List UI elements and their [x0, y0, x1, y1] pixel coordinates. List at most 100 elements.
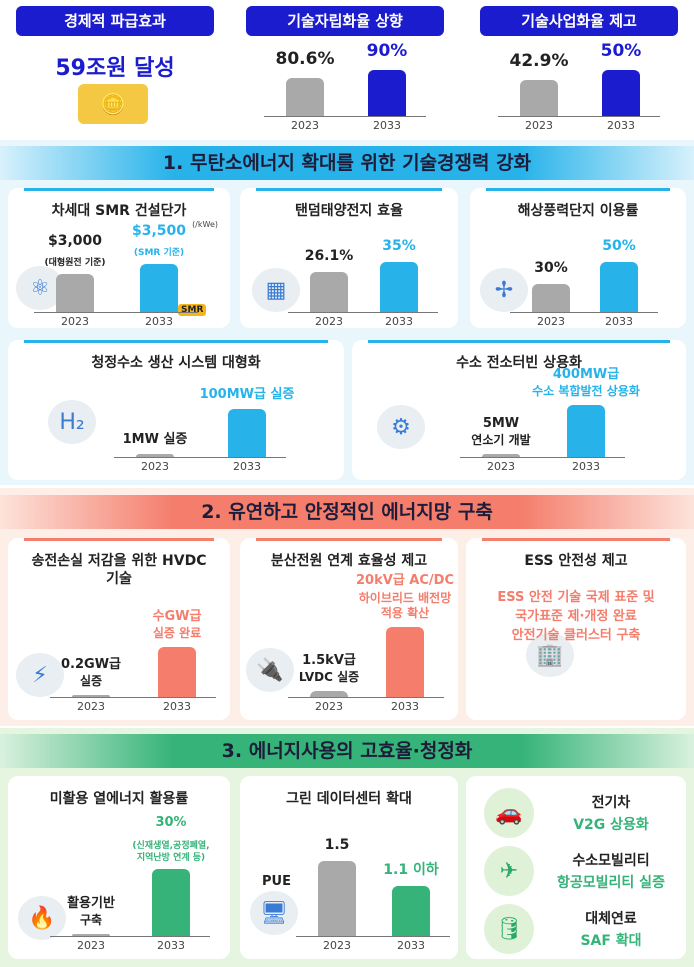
bar-value-label: 400MW급: [552, 367, 620, 382]
bar-2023: [72, 934, 110, 936]
baseline: [296, 936, 450, 937]
year-label: 2023: [291, 119, 319, 132]
year-label: 2023: [141, 460, 169, 473]
bar-value-label: 지역난방 연계 등): [136, 853, 206, 863]
bar-value-label: (SMR 기준): [133, 248, 185, 258]
bar-value-label: 1.5kV급: [302, 653, 356, 668]
card-title: 미활용 열에너지 활용률: [49, 791, 189, 807]
bar-2023: [310, 272, 348, 312]
info-card: 분산전원 연계 효율성 제고 🔌 2023 1.5kV급 LVDC 실증 2033 20kV…: [240, 538, 458, 720]
card-accent-line: [368, 340, 670, 343]
wind-turbine-icon: ✢: [480, 268, 528, 312]
bar-2033: [368, 70, 406, 116]
year-label: 2023: [323, 939, 351, 952]
section1-title: 1. 무탄소에너지 확대를 위한 기술경쟁력 강화: [0, 146, 694, 180]
card-title: 차세대 SMR 건설단가: [51, 203, 187, 219]
info-card: 기술사업화율 제고 2023 42.9% 2033 50%: [472, 4, 686, 134]
solar-panel-icon: ▦: [252, 268, 300, 312]
bar-value-label: 실증: [79, 674, 103, 688]
bar-2033: [392, 886, 430, 936]
bar-2033: [386, 627, 424, 697]
bar-value-label: 26.1%: [304, 248, 354, 264]
baseline: [34, 312, 198, 313]
smr-badge: SMR: [178, 304, 207, 316]
air-mobility-icon: ✈: [484, 846, 534, 896]
info-card: 기술자립화율 상향 2023 80.6% 2033 90%: [238, 4, 452, 134]
hydrogen-tank-icon: H₂: [48, 400, 96, 444]
year-label: 2023: [77, 700, 105, 713]
bar-2023: [56, 274, 94, 312]
card-accent-line: [24, 188, 214, 191]
mobility-desc: SAF 확대: [580, 933, 642, 949]
year-label: 2023: [61, 315, 89, 328]
info-card: 수소 전소터빈 상용화 ⚙ 2023 5MW 연소기 개발 2033 400MW급 수소 복합…: [352, 340, 686, 480]
bar-value-label: 35%: [382, 238, 416, 254]
card-title: 해상풍력단지 이용률: [517, 203, 639, 219]
baseline: [50, 697, 216, 698]
mobility-desc: V2G 상용화: [573, 817, 649, 833]
bar-value-label: 하이브리드 배전망: [358, 591, 452, 605]
bar-value-label: 구축: [79, 913, 103, 927]
baseline: [288, 697, 444, 698]
year-label: 2033: [157, 939, 185, 952]
bar-2023: [532, 284, 570, 312]
year-label: 2023: [315, 315, 343, 328]
card-accent-line: [482, 538, 670, 541]
ess-building-icon: 🏢: [526, 633, 574, 677]
info-card: 차세대 SMR 건설단가 (/kWe) ⚛ SMR 2023 $3,000 (대형원전 기준…: [8, 188, 230, 328]
year-label: 2033: [145, 315, 173, 328]
bar-2033: [600, 262, 638, 312]
axis-label: PUE: [262, 874, 291, 889]
bar-2023: [318, 861, 356, 936]
ess-text-line: 국가표준 제·개정 완료: [515, 609, 637, 624]
baseline: [498, 116, 660, 117]
card-title: 탠덤태양전지 효율: [295, 203, 403, 219]
baseline: [50, 936, 210, 937]
card-title: ESS 안전성 제고: [524, 553, 628, 569]
bar-2033: [567, 405, 605, 457]
year-label: 2033: [391, 700, 419, 713]
lightning-icon: ⚡: [16, 653, 64, 697]
fuel-barrel-icon: 🛢: [484, 904, 534, 954]
bar-2023: [72, 695, 110, 697]
year-label: 2023: [537, 315, 565, 328]
mobility-title: 전기차: [591, 795, 631, 811]
gold-coins-icon: 🪙: [78, 84, 148, 124]
mobility-desc: 항공모빌리티 실증: [557, 875, 665, 891]
bar-value-label: (대형원전 기준): [44, 258, 106, 268]
bar-value-label: LVDC 실증: [298, 670, 360, 684]
card-accent-line: [24, 340, 328, 343]
bar-2033: [228, 409, 266, 457]
info-card: 청정수소 생산 시스템 대형화 H₂ 2023 1MW 실증 2033 100MW급 실증: [8, 340, 344, 480]
electric-car-icon: 🚗: [484, 788, 534, 838]
baseline: [510, 312, 658, 313]
year-label: 2023: [487, 460, 515, 473]
year-label: 2033: [373, 119, 401, 132]
bar-value-label: 30%: [155, 815, 187, 830]
card-accent-line: [256, 538, 442, 541]
bar-2033: [380, 262, 418, 312]
info-card: 미활용 열에너지 활용률 🔥 2023 활용기반 구축 2033 30% (신재생열,공정폐열…: [8, 776, 230, 959]
info-card: 경제적 파급효과 59조원 달성 🪙: [8, 4, 222, 134]
mobility-title: 대체연료: [585, 911, 637, 927]
section2-title: 2. 유연하고 안정적인 에너지망 구축: [0, 495, 694, 529]
bar-2023: [286, 78, 324, 116]
bar-value-label: 1.5: [324, 837, 350, 853]
bar-value-label: 활용기반: [67, 896, 115, 911]
card-title: 분산전원 연계 효율성 제고: [270, 553, 428, 569]
bar-2023: [136, 454, 174, 457]
bar-2023: [482, 454, 520, 457]
bar-2033: [158, 647, 196, 697]
card-title: 수소 전소터빈 상용화: [456, 355, 582, 371]
info-card: 그린 데이터센터 확대 🖥 PUE 2023 1.5 2033 1.1 이하: [240, 776, 458, 959]
bar-value-label: 100MW급 실증: [199, 387, 295, 402]
bar-value-label: 1MW 실증: [122, 432, 188, 447]
ess-text-line: 안전기술 클러스터 구축: [511, 628, 641, 643]
bar-value-label: 연소기 개발: [471, 433, 531, 447]
bar-2033: [140, 264, 178, 312]
bar-2023: [310, 691, 348, 697]
bar-value-label: 1.1 이하: [383, 862, 439, 878]
ess-text-line: ESS 안전 기술 국제 표준 및: [497, 590, 655, 605]
bar-value-label: 5MW: [482, 416, 520, 431]
